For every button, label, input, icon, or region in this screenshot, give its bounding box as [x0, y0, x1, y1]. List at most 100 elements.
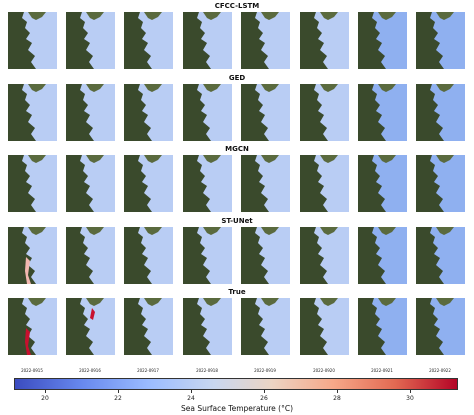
colorbar-tick	[337, 390, 338, 393]
map-tile	[124, 298, 173, 355]
colorbar-tick-label: 24	[187, 395, 195, 402]
colorbar-label: Sea Surface Temperature (°C)	[180, 404, 294, 413]
map-tile	[241, 298, 290, 355]
peninsula	[28, 227, 46, 235]
land-mass	[300, 84, 328, 141]
peninsula	[28, 84, 46, 92]
land-mass	[358, 298, 386, 355]
peninsula	[320, 227, 338, 235]
colorbar-gradient	[14, 378, 458, 390]
colorbar-tick	[410, 390, 411, 393]
map-tile	[183, 227, 232, 284]
map-tile	[124, 227, 173, 284]
land-mass	[124, 298, 152, 355]
peninsula	[436, 298, 454, 306]
peninsula	[86, 155, 104, 163]
map-tile	[66, 84, 115, 141]
peninsula	[436, 155, 454, 163]
land-mass	[66, 84, 94, 141]
land-mass	[416, 227, 444, 284]
map-tile	[241, 12, 290, 69]
map-tile	[300, 155, 349, 212]
peninsula	[378, 12, 396, 20]
peninsula	[86, 12, 104, 20]
row-title-st-unet: ST-UNet	[221, 217, 253, 225]
map-tile	[8, 155, 57, 212]
peninsula	[320, 155, 338, 163]
map-tile	[183, 84, 232, 141]
map-tile	[358, 298, 407, 355]
map-tile	[358, 12, 407, 69]
land-mass	[124, 12, 152, 69]
land-mass	[300, 12, 328, 69]
map-tile	[358, 155, 407, 212]
colorbar-tick-label: 28	[333, 395, 341, 402]
peninsula	[378, 84, 396, 92]
peninsula	[261, 155, 279, 163]
map-tile	[8, 12, 57, 69]
peninsula	[144, 84, 162, 92]
peninsula	[203, 12, 221, 20]
peninsula	[320, 84, 338, 92]
date-label: 2022-0921	[371, 368, 393, 373]
map-tile	[358, 227, 407, 284]
land-mass	[183, 84, 211, 141]
land-mass	[66, 227, 94, 284]
row-title-true: True	[228, 288, 246, 296]
date-label: 2022-0922	[429, 368, 451, 373]
peninsula	[378, 227, 396, 235]
peninsula	[86, 227, 104, 235]
land-mass	[241, 84, 269, 141]
map-tile	[183, 155, 232, 212]
peninsula	[436, 84, 454, 92]
peninsula	[203, 84, 221, 92]
colorbar-tick	[191, 390, 192, 393]
map-tile	[8, 298, 57, 355]
colorbar-tick-label: 20	[41, 395, 49, 402]
colorbar-tick-label: 26	[260, 395, 268, 402]
map-tile	[300, 227, 349, 284]
peninsula	[261, 12, 279, 20]
date-label: 2022-0920	[313, 368, 335, 373]
land-mass	[241, 298, 269, 355]
map-tile	[66, 12, 115, 69]
colorbar-tick	[264, 390, 265, 393]
land-mass	[241, 155, 269, 212]
peninsula	[261, 227, 279, 235]
peninsula	[261, 84, 279, 92]
map-tile	[416, 298, 465, 355]
warm-anomaly	[90, 308, 95, 320]
land-mass	[300, 155, 328, 212]
peninsula	[436, 12, 454, 20]
map-tile	[241, 155, 290, 212]
date-label: 2022-0915	[21, 368, 43, 373]
land-mass	[183, 298, 211, 355]
peninsula	[28, 298, 46, 306]
peninsula	[203, 298, 221, 306]
warm-anomaly	[25, 257, 31, 284]
map-tile	[8, 227, 57, 284]
land-mass	[124, 155, 152, 212]
land-mass	[358, 12, 386, 69]
land-mass	[416, 298, 444, 355]
map-tile	[124, 155, 173, 212]
map-tile	[416, 12, 465, 69]
land-mass	[241, 12, 269, 69]
warm-anomaly	[25, 328, 31, 355]
land-mass	[416, 12, 444, 69]
map-tile	[358, 84, 407, 141]
peninsula	[436, 227, 454, 235]
map-tile	[124, 12, 173, 69]
colorbar-tick-label: 30	[406, 395, 414, 402]
map-tile	[300, 84, 349, 141]
map-tile	[124, 84, 173, 141]
date-label: 2022-0918	[196, 368, 218, 373]
map-tile	[183, 12, 232, 69]
land-mass	[358, 155, 386, 212]
peninsula	[144, 12, 162, 20]
peninsula	[28, 12, 46, 20]
colorbar-tick-label: 22	[114, 395, 122, 402]
map-tile	[300, 12, 349, 69]
peninsula	[203, 227, 221, 235]
map-tile	[183, 298, 232, 355]
